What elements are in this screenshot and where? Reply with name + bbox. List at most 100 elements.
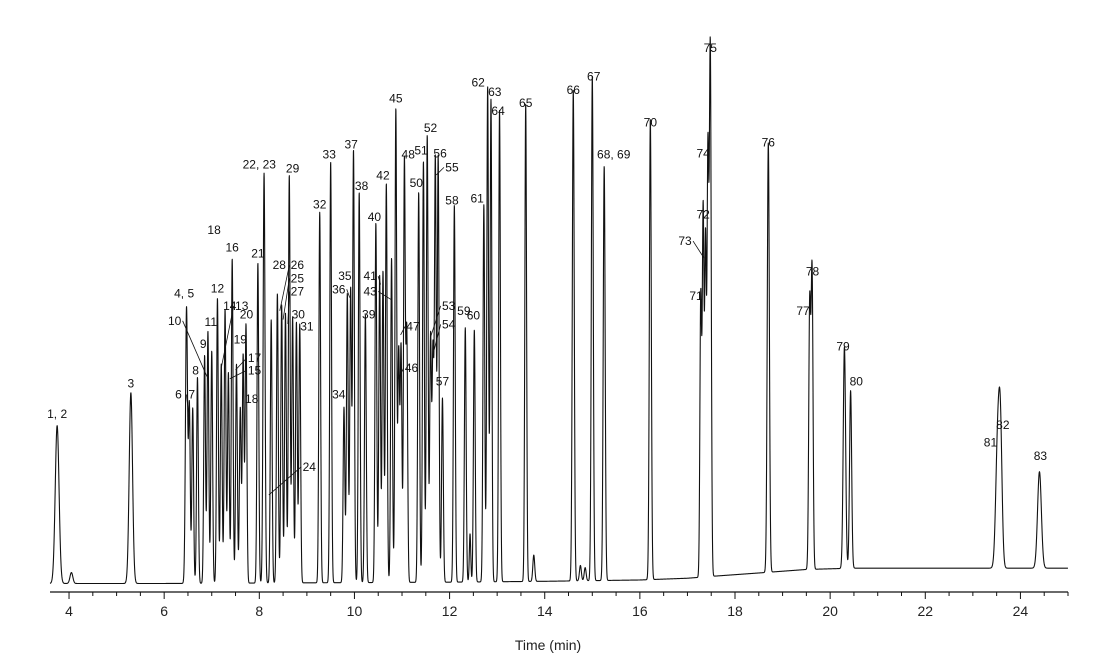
peak-label: 41 [363, 269, 377, 283]
peak-label: 38 [355, 179, 369, 193]
x-tick-label: 6 [160, 603, 168, 619]
x-tick-label: 18 [727, 603, 743, 619]
chromatogram-trace [49, 36, 1069, 585]
peak-label: 37 [344, 138, 358, 152]
peak-label: 28 [273, 258, 287, 272]
peak-label: 11 [205, 315, 218, 329]
peak-label: 26 [291, 258, 305, 272]
peak-label: 68, 69 [597, 148, 631, 162]
peak-label: 82 [996, 418, 1010, 432]
peak-label: 18 [245, 392, 259, 406]
peak-label: 6 [175, 387, 182, 401]
peak-label: 78 [806, 265, 820, 279]
peak-label: 58 [445, 193, 459, 207]
x-tick-label: 16 [632, 603, 648, 619]
peak-leader-line [220, 305, 235, 368]
peak-label: 7 [188, 387, 195, 401]
x-tick-label: 8 [255, 603, 263, 619]
peak-label: 77 [796, 304, 810, 318]
peak-label: 79 [836, 339, 850, 353]
peak-label: 9 [200, 337, 207, 351]
peak-label: 10 [168, 314, 182, 328]
peak-leader-line [692, 240, 705, 259]
peak-label: 54 [442, 317, 456, 331]
peak-label: 73 [678, 234, 692, 248]
peak-label: 50 [410, 176, 424, 190]
peak-label: 57 [436, 374, 450, 388]
peak-label: 33 [323, 148, 337, 162]
peak-label: 24 [303, 460, 317, 474]
peak-label: 4, 5 [174, 287, 194, 301]
peak-label: 43 [363, 284, 377, 298]
peak-leader-line [396, 368, 404, 382]
peak-label: 19 [234, 333, 248, 347]
peak-label: 34 [332, 387, 346, 401]
peak-label: 22, 23 [243, 157, 277, 171]
peak-leader-line [268, 466, 302, 496]
peak-label: 30 [292, 307, 306, 321]
x-tick-label: 10 [347, 603, 363, 619]
peak-leader-line [182, 320, 208, 377]
peak-label: 60 [467, 309, 481, 323]
chromatogram-trace-layer [49, 36, 1069, 585]
peak-label: 71 [689, 289, 703, 303]
peak-label: 55 [445, 160, 459, 174]
peak-label: 39 [362, 307, 376, 321]
x-axis: 4 6 8 10 12 14 16 18 20 22 24 [50, 591, 1069, 619]
peak-label: 70 [644, 116, 658, 130]
peak-label: 27 [291, 284, 305, 298]
peak-label: 63 [488, 85, 502, 99]
peak-label: 80 [850, 374, 864, 388]
peak-leader-line [430, 305, 442, 338]
peak-leader-line [377, 276, 381, 285]
peak-leader-line [186, 394, 190, 417]
x-tick-label: 20 [822, 603, 838, 619]
peak-label: 83 [1034, 449, 1048, 463]
peak-label: 15 [248, 363, 262, 377]
peak-leader-line [282, 278, 290, 320]
peak-label: 51 [414, 143, 428, 157]
peak-label: 21 [251, 246, 265, 260]
peak-label: 36 [332, 282, 346, 296]
peak-label: 52 [424, 121, 438, 135]
peak-label: 20 [240, 307, 254, 321]
peak-leader-line [287, 291, 290, 324]
peak-label: 32 [313, 198, 327, 212]
peak-leader-line [377, 291, 392, 301]
x-tick-label: 12 [442, 603, 458, 619]
peak-label: 74 [696, 146, 710, 160]
peak-label: 61 [470, 192, 484, 206]
peak-label: 3 [128, 377, 135, 391]
peak-label: 66 [567, 83, 581, 97]
peak-label: 72 [696, 208, 710, 222]
peak-label: 35 [338, 269, 352, 283]
x-tick-label: 22 [918, 603, 934, 619]
peak-label: 46 [405, 361, 419, 375]
peak-label: 25 [291, 271, 305, 285]
peak-leader-line [432, 324, 442, 355]
peak-leader-line [400, 326, 406, 336]
peak-label: 45 [389, 92, 403, 106]
x-axis-title: Time (min) [515, 637, 581, 653]
peak-label: 53 [442, 299, 456, 313]
peak-leader-line [346, 289, 351, 298]
peak-label: 12 [211, 281, 225, 295]
peak-label: 56 [433, 146, 447, 160]
peak-label: 16 [226, 241, 240, 255]
x-tick-label: 4 [65, 603, 73, 619]
peak-leader-line [279, 265, 290, 311]
peak-leader-line [235, 357, 247, 371]
peak-label: 65 [519, 96, 533, 110]
peak-leader-line [229, 370, 247, 380]
peak-label: 14 [223, 299, 237, 313]
peak-label: 17 [248, 351, 262, 365]
peak-leader-line [435, 167, 445, 176]
peak-label: 59 [457, 304, 471, 318]
x-tick-label: 24 [1013, 603, 1029, 619]
peak-label: 42 [376, 168, 390, 182]
peak-label: 75 [704, 41, 718, 55]
peak-label: 29 [286, 162, 300, 176]
peak-label: 1, 2 [47, 407, 67, 421]
